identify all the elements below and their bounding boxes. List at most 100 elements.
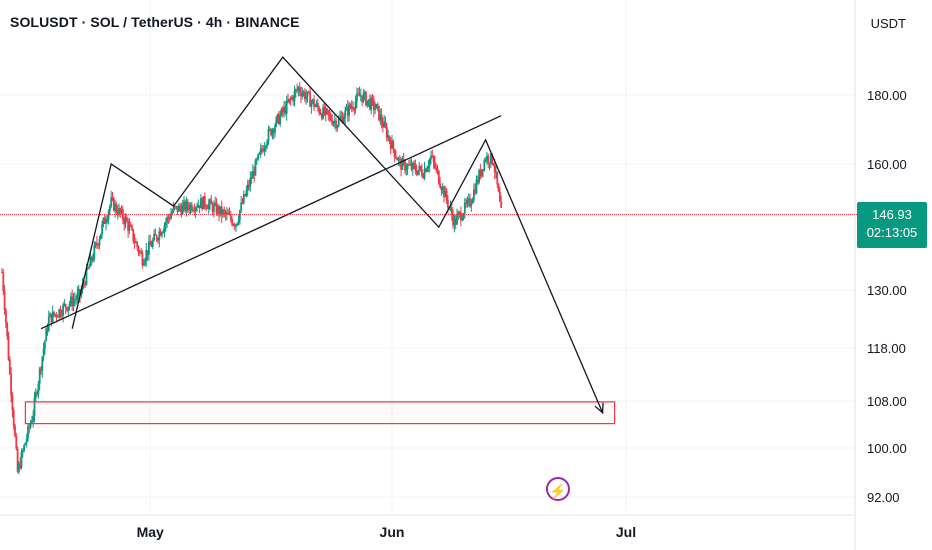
candle-body — [333, 120, 336, 122]
candle-body — [210, 199, 213, 205]
candle-body — [101, 224, 103, 235]
candle-body — [352, 106, 354, 110]
candle-body — [336, 125, 339, 129]
lightning-icon[interactable]: ⚡ — [546, 477, 570, 501]
candle-body — [46, 328, 49, 331]
candle-body — [172, 206, 175, 212]
candle-body — [209, 199, 211, 204]
candle-body — [402, 158, 405, 161]
currency-label[interactable]: USDT — [870, 16, 906, 31]
candle-body — [125, 217, 128, 222]
candle-body — [42, 348, 45, 357]
candle-body — [294, 89, 297, 92]
drawings[interactable] — [24, 56, 616, 425]
candle-body — [15, 435, 18, 449]
candle-body — [263, 147, 266, 152]
candle-body — [306, 91, 309, 97]
candle-body — [313, 99, 315, 108]
candle-body — [106, 218, 109, 222]
candle-body — [193, 210, 196, 212]
candle-body — [405, 169, 408, 171]
candle-body — [326, 108, 328, 111]
candle-body — [151, 240, 154, 247]
candle-body — [341, 116, 344, 123]
candle-body — [371, 97, 374, 100]
candle-body — [132, 229, 135, 242]
candle-body — [397, 158, 400, 161]
candle-body — [5, 310, 7, 323]
candle-body — [245, 190, 248, 196]
x-tick-label: May — [137, 524, 164, 540]
candle-body — [492, 163, 495, 165]
candle-body — [301, 93, 304, 97]
candle-body — [112, 198, 115, 211]
candle-body — [356, 93, 358, 102]
x-tick-label: Jun — [380, 524, 405, 540]
candle-body — [335, 120, 337, 129]
candle-body — [435, 167, 438, 169]
candle-body — [3, 291, 6, 311]
candle-body — [293, 91, 296, 102]
candle-body — [460, 211, 462, 221]
candle-body — [428, 159, 431, 166]
candle-body — [252, 170, 254, 179]
candle-body — [201, 198, 204, 209]
candle-body — [21, 450, 24, 453]
candle-body — [205, 205, 207, 208]
candle-body — [350, 106, 353, 108]
candle-body — [478, 169, 480, 183]
candle-body — [353, 109, 356, 111]
candle-body — [259, 148, 262, 153]
candle-body — [249, 177, 252, 187]
candle-body — [300, 92, 302, 97]
candle-body — [2, 272, 5, 292]
candle-body — [476, 179, 479, 183]
candle-body — [267, 129, 270, 142]
candle-body — [179, 205, 181, 209]
candle-body — [423, 168, 426, 179]
candle-body — [144, 260, 146, 264]
chart-title: SOLUSDT · SOL / TetherUS · 4h · BINANCE — [10, 14, 300, 30]
candle-body — [220, 206, 223, 216]
candle-body — [196, 207, 198, 209]
y-tick-label: 108.00 — [867, 394, 907, 409]
candle-body — [441, 186, 444, 191]
candle-body — [271, 129, 274, 136]
candle-body — [47, 316, 50, 331]
candle-body — [8, 359, 11, 374]
candle-body — [109, 205, 111, 211]
candle-body — [474, 189, 477, 194]
candle-body — [298, 87, 301, 93]
candle-body — [41, 356, 44, 371]
candle-body — [410, 163, 413, 170]
candle-body — [55, 314, 58, 317]
candle-body — [363, 92, 366, 94]
candle-body — [493, 164, 496, 173]
candle-body — [388, 135, 391, 142]
candle-body — [114, 204, 116, 211]
candle-body — [346, 106, 349, 116]
candle-body — [332, 121, 335, 125]
candle-body — [18, 463, 20, 472]
candle-body — [406, 164, 409, 170]
candle-body — [226, 212, 228, 215]
candle-body — [180, 208, 183, 215]
candle-body — [31, 421, 33, 424]
candle-body — [457, 212, 460, 215]
candle-body — [188, 207, 191, 211]
candle-body — [291, 97, 293, 100]
candle-body — [232, 224, 235, 226]
candle-body — [389, 141, 392, 149]
candle-body — [310, 101, 313, 107]
candle-body — [440, 187, 443, 191]
candle-body — [415, 170, 418, 175]
candle-body — [430, 155, 432, 160]
zigzag-line — [71, 56, 604, 414]
candle-body — [317, 103, 319, 108]
candle-body — [183, 201, 185, 206]
candle-body — [382, 123, 384, 128]
candle-body — [287, 100, 289, 102]
candle-body — [12, 410, 15, 426]
